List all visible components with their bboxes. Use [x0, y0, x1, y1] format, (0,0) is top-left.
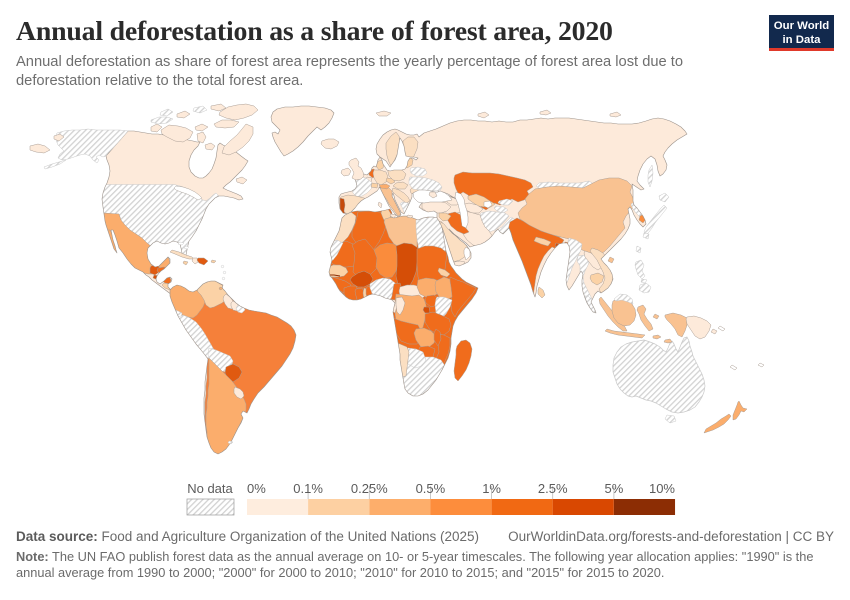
svg-text:0.25%: 0.25% [351, 481, 388, 496]
svg-text:1%: 1% [482, 481, 501, 496]
svg-text:0%: 0% [247, 481, 266, 496]
svg-text:10%: 10% [649, 481, 675, 496]
svg-text:0.5%: 0.5% [416, 481, 446, 496]
svg-text:2.5%: 2.5% [538, 481, 568, 496]
svg-text:0.1%: 0.1% [293, 481, 323, 496]
svg-text:5%: 5% [605, 481, 624, 496]
svg-text:No data: No data [187, 481, 233, 496]
